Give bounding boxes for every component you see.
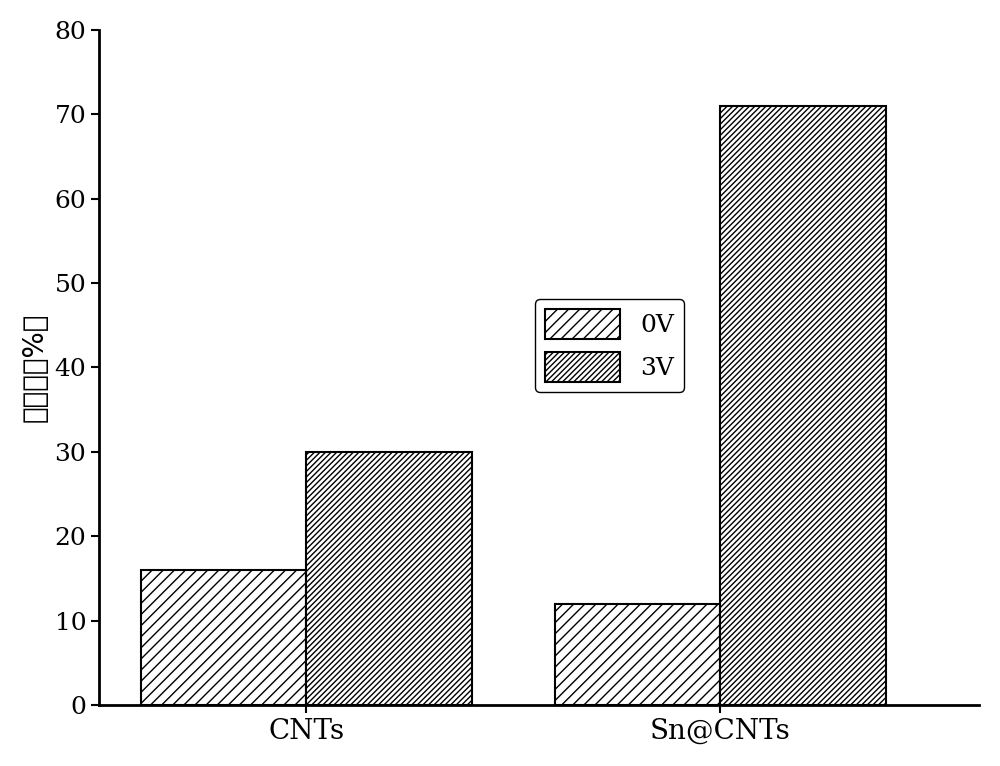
Y-axis label: 去除率（%）: 去除率（%） <box>21 313 49 422</box>
Bar <box>141 570 306 705</box>
Legend: 0V, 3V: 0V, 3V <box>535 299 684 392</box>
Bar <box>306 452 472 705</box>
Bar <box>720 106 886 705</box>
Bar <box>555 604 720 705</box>
